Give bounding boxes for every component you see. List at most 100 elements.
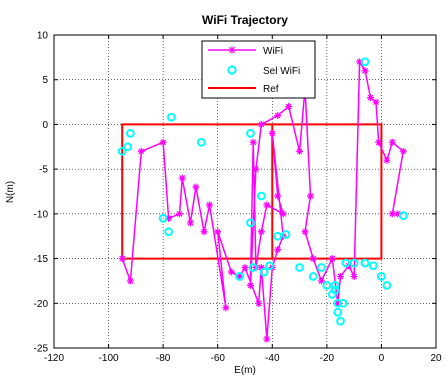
x-ticks: -120 -100 -80 -60 -40 -20 0 20 <box>44 35 442 364</box>
sel-wifi-point <box>360 57 370 67</box>
wifi-point <box>126 277 134 285</box>
chart-title: WiFi Trajectory <box>202 13 288 27</box>
wifi-point <box>306 192 314 200</box>
sel-wifi-point <box>398 211 408 221</box>
wifi-point <box>372 98 380 106</box>
y-tick-label: -10 <box>34 209 49 220</box>
sel-wifi-point <box>125 128 135 138</box>
sel-wifi-point <box>248 263 258 272</box>
sel-wifi-point <box>382 281 392 290</box>
wifi-point <box>350 272 358 280</box>
legend-marker-circle <box>227 65 237 75</box>
wifi-point <box>274 192 282 200</box>
wifi-point <box>279 210 287 218</box>
wifi-point <box>241 264 249 272</box>
wifi-point <box>388 210 396 218</box>
sel-wifi-point <box>123 142 133 152</box>
wifi-point <box>375 138 383 146</box>
sel-wifi-point <box>166 112 176 122</box>
y-tick-label: -25 <box>34 344 49 355</box>
x-tick-label: 20 <box>430 353 442 364</box>
wifi-point <box>222 304 230 312</box>
sel-wifi-point <box>330 281 340 290</box>
legend-label-wifi: WiFi <box>263 46 283 57</box>
wifi-point <box>383 156 391 164</box>
x-axis-label: E(m) <box>234 365 256 376</box>
legend: WiFi Sel WiFi Ref <box>201 40 316 99</box>
y-ticks: -25 -20 -15 -10 -5 0 5 10 <box>34 31 436 355</box>
y-tick-label: 5 <box>42 75 48 86</box>
sel-wifi-point <box>368 261 378 271</box>
sel-wifi-point <box>246 128 255 138</box>
sel-wifi-point <box>330 285 340 295</box>
wifi-point <box>206 201 214 209</box>
y-axis-label: N(m) <box>5 181 16 203</box>
wifi-point <box>328 255 336 263</box>
x-tick-label: -40 <box>265 353 280 364</box>
y-tick-label: -20 <box>34 299 49 310</box>
wifi-point <box>317 277 325 285</box>
wifi-point <box>214 228 222 236</box>
legend-label-sel-wifi: Sel WiFi <box>263 66 300 77</box>
wifi-point <box>255 299 263 307</box>
sel-wifi-point <box>308 272 318 281</box>
wifi-point <box>274 246 282 254</box>
sel-wifi-point <box>338 298 348 308</box>
sel-wifi-point <box>273 231 283 241</box>
wifi-point <box>361 67 369 75</box>
y-tick-label: 0 <box>42 120 48 131</box>
legend-label-ref: Ref <box>263 84 279 95</box>
wifi-point <box>192 183 200 191</box>
x-tick-label: -100 <box>99 353 119 364</box>
wifi-point <box>137 147 145 155</box>
wifi-point <box>268 129 276 137</box>
sel-wifi-point <box>377 272 386 281</box>
sel-wifi-point <box>265 261 274 271</box>
wifi-point <box>336 272 345 280</box>
wifi-point <box>399 147 407 155</box>
y-tick-label: -5 <box>39 165 48 176</box>
wifi-point <box>257 228 265 236</box>
wifi-point <box>200 228 208 236</box>
sel-wifi-point <box>235 272 244 281</box>
sel-wifi-point <box>164 227 174 237</box>
sel-wifi-point <box>341 258 351 268</box>
wifi-point <box>285 103 293 111</box>
series-sel <box>117 57 408 326</box>
wifi-point <box>227 268 235 276</box>
wifi-point <box>236 272 244 280</box>
sel-wifi-point <box>317 263 326 272</box>
wifi-point <box>159 138 167 146</box>
wifi-point <box>296 147 304 155</box>
wifi-point <box>257 120 265 128</box>
sel-wifi-point <box>196 137 206 147</box>
wifi-point <box>178 174 186 182</box>
sel-wifi-point <box>336 316 345 326</box>
wifi-point <box>249 138 257 146</box>
sel-wifi-point <box>246 218 255 228</box>
x-tick-label: -60 <box>210 353 225 364</box>
sel-wifi-point <box>158 213 168 223</box>
wifi-point <box>186 219 194 227</box>
plot-frame <box>53 34 437 349</box>
wifi-point <box>274 111 282 119</box>
legend-marker-star <box>228 46 236 54</box>
wifi-point <box>263 335 271 343</box>
sel-wifi-point <box>360 258 370 268</box>
y-tick-label: 10 <box>37 31 49 42</box>
sel-wifi-point <box>259 267 269 277</box>
sel-wifi-point <box>117 146 127 156</box>
wifi-point <box>176 210 184 218</box>
wifi-point <box>301 228 309 236</box>
sel-wifi-point <box>295 263 304 272</box>
sel-wifi-point <box>333 307 343 317</box>
wifi-point <box>252 165 260 173</box>
sel-wifi-point <box>349 258 359 268</box>
sel-wifi-point <box>256 191 266 201</box>
wifi-point <box>367 94 375 102</box>
x-tick-label: 0 <box>379 353 385 364</box>
wifi-point <box>118 255 126 263</box>
x-tick-label: -80 <box>156 353 171 364</box>
wifi-point <box>263 201 271 209</box>
